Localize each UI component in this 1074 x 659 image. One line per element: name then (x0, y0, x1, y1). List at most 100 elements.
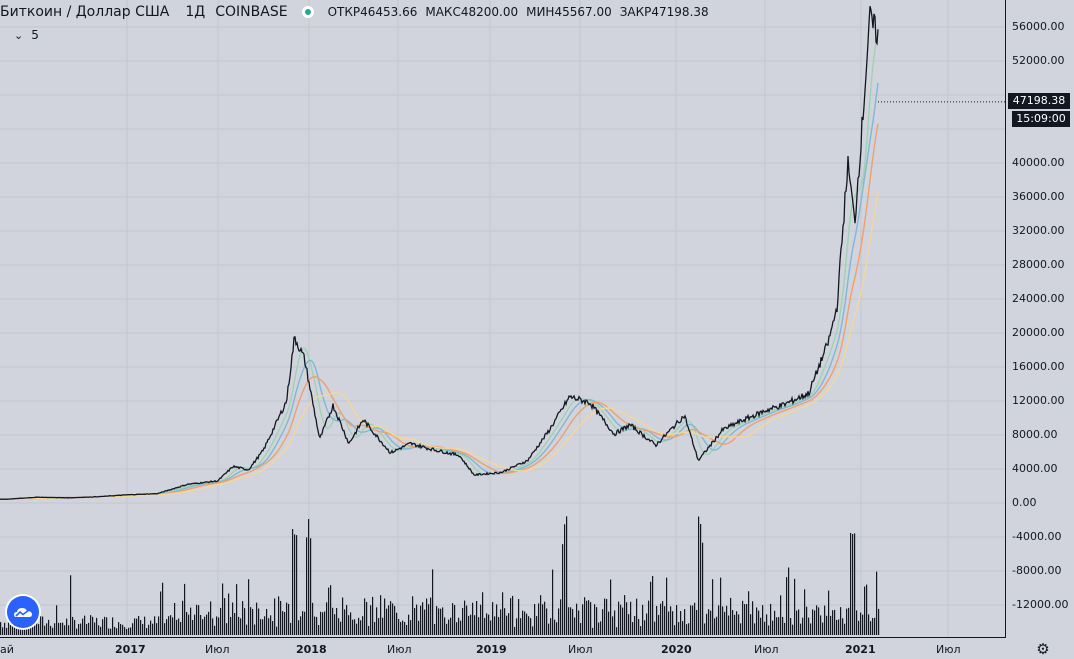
volume-bar (334, 614, 336, 635)
volume-bar (450, 617, 452, 635)
price-tick-label: 16000.00 (1012, 360, 1065, 373)
volume-bar (360, 620, 362, 635)
volume-bar (242, 601, 244, 635)
volume-bar (136, 618, 138, 635)
volume-bar (568, 607, 570, 635)
volume-bar (46, 623, 48, 635)
volume-bar (62, 622, 64, 635)
volume-bar (148, 624, 150, 635)
volume-bar (760, 617, 762, 635)
volume-bar (492, 602, 494, 635)
volume-bar (194, 614, 196, 635)
volume-bar (592, 627, 594, 635)
volume-bar (68, 625, 70, 635)
volume-bar (516, 618, 518, 635)
price-tick-label: 8000.00 (1012, 428, 1058, 441)
volume-bar (198, 605, 200, 635)
volume-bar (34, 624, 36, 635)
volume-bar (142, 623, 144, 635)
volume-bar (370, 605, 372, 635)
volume-bar (196, 604, 198, 635)
interval-label[interactable]: 1Д (185, 4, 206, 20)
volume-bar (300, 616, 302, 635)
volume-bar (498, 617, 500, 635)
volume-bar (322, 612, 324, 635)
volume-bar (432, 569, 434, 635)
volume-bar (852, 534, 854, 635)
volume-bar (870, 621, 872, 635)
volume-bar (302, 611, 304, 635)
volume-bar (92, 616, 94, 635)
volume-bar (776, 617, 778, 635)
exchange-label: COINBASE (215, 4, 288, 20)
volume-bar (262, 619, 264, 635)
volume-bar (284, 612, 286, 635)
symbol-title[interactable]: Биткоин / Доллар США (0, 4, 170, 20)
volume-bar (150, 620, 152, 635)
volume-bar (620, 604, 622, 635)
volume-bar (530, 618, 532, 635)
volume-bar (660, 603, 662, 635)
volume-bar (634, 616, 636, 635)
volume-bar (88, 622, 90, 635)
volume-bar (40, 616, 42, 635)
volume-bar (796, 610, 798, 635)
price-axis[interactable] (1005, 0, 1074, 638)
volume-bar (50, 625, 52, 635)
volume-bar (390, 601, 392, 635)
volume-bar (878, 608, 880, 635)
volume-bar (176, 619, 178, 635)
indicators-toggle[interactable]: ⌄ 5 (14, 28, 39, 42)
volume-bar (326, 602, 328, 635)
volume-bar (72, 616, 74, 635)
volume-bar (684, 609, 686, 635)
volume-bar (344, 609, 346, 635)
volume-bar (576, 603, 578, 635)
gear-icon[interactable]: ⚙ (1036, 640, 1050, 658)
volume-bar (112, 617, 114, 635)
volume-bar (666, 577, 668, 635)
volume-bar (470, 614, 472, 635)
volume-bar (572, 609, 574, 635)
volume-bar (126, 628, 128, 635)
volume-bar (662, 601, 664, 635)
chart-plot-area[interactable] (0, 0, 1005, 637)
volume-bar (800, 623, 802, 635)
volume-bar (850, 533, 852, 635)
volume-bar (272, 621, 274, 635)
volume-bar (248, 579, 250, 635)
volume-bar (96, 617, 98, 635)
volume-bar (792, 624, 794, 635)
volume-bar (860, 612, 862, 635)
volume-bar (418, 620, 420, 635)
volume-bar (668, 611, 670, 635)
chevron-down-icon[interactable]: ⌄ (14, 28, 24, 42)
time-axis[interactable] (0, 637, 1005, 659)
volume-bar (310, 538, 312, 635)
volume-bar (768, 625, 770, 635)
volume-bar (388, 605, 390, 635)
price-tick-label: 32000.00 (1012, 224, 1065, 237)
volume-bar (350, 612, 352, 635)
tradingview-cloud-icon[interactable] (7, 596, 39, 628)
volume-bar (426, 598, 428, 635)
volume-bar (184, 583, 186, 635)
volume-bar (100, 626, 102, 635)
price-tick-label: 28000.00 (1012, 258, 1065, 271)
market-status-icon[interactable] (301, 6, 314, 18)
volume-bar (120, 624, 122, 635)
volume-bar (58, 622, 60, 635)
volume-bar (624, 595, 626, 635)
volume-bar (488, 614, 490, 635)
volume-bar (14, 622, 16, 635)
ma-line-ma-200 (0, 192, 879, 500)
volume-bar (584, 597, 586, 635)
volume-bar (508, 613, 510, 635)
volume-bar (534, 604, 536, 635)
volume-bar (256, 602, 258, 635)
volume-bar (18, 621, 20, 635)
volume-bar (26, 623, 28, 635)
low-value: 45567.00 (554, 5, 612, 19)
price-tick-label: 24000.00 (1012, 292, 1065, 305)
